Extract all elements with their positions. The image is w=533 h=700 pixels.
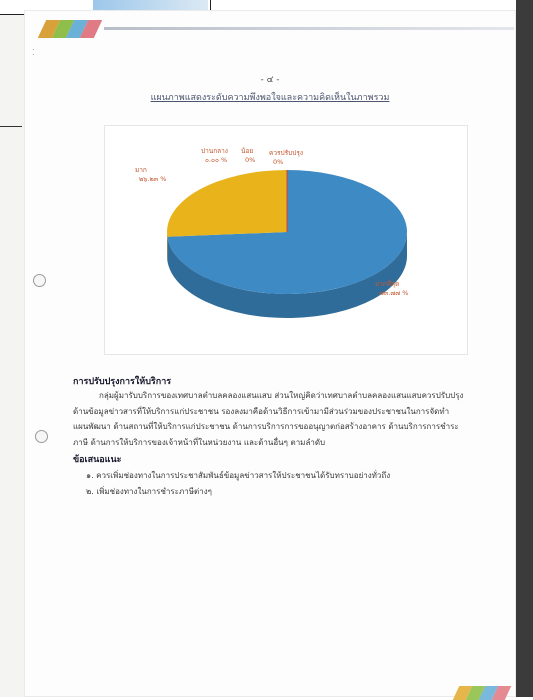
improvement-paragraph: กลุ่มผู้มารับบริการของเทศบาลตำบลคลองแสนแ… (73, 388, 513, 450)
improvement-line-4: ภาษี ด้านการให้บริการของเจ้าหน้าที่ในหน่… (73, 435, 513, 451)
improvement-line-1: กลุ่มผู้มารับบริการของเทศบาลตำบลคลองแสนแ… (73, 388, 513, 404)
pie-label-2: มาก (135, 166, 147, 174)
suggestion-item-2: ๒. เพิ่มช่องทางในการชำระภาษีต่างๆ (86, 485, 212, 498)
chart-title: แผนภาพแสดงระดับความพึงพอใจและความคิดเห็น… (24, 90, 516, 104)
improvement-line-3: แผนพัฒนา ด้านสถานที่ให้บริการแก่ประชาชน … (73, 419, 513, 435)
improvement-heading: การปรับปรุงการให้บริการ (73, 374, 171, 388)
pie-chart: มากที่สุด๗๓.๗๗ % มาก๒๖.๒๓ % ปานกลาง๐.๐๐ % น… (104, 125, 468, 355)
pie-value-label-4: 0% (245, 156, 255, 164)
improvement-line-2: ด้านข้อมูลข่าวสารที่ให้บริการแก่ประชาชน … (73, 404, 513, 420)
suggestion-item-1: ๑. ควรเพิ่มช่องทางในการประชาสัมพันธ์ข้อม… (86, 469, 390, 482)
scan-right-border (516, 0, 533, 697)
header-decoration (34, 20, 512, 38)
pie-value-label-5: 0% (273, 158, 283, 166)
suggestions-heading: ข้อเสนอแนะ (73, 452, 121, 466)
binder-hole-2 (35, 430, 48, 443)
pie-value-label-1: ๗๓.๗๗ % (379, 289, 408, 297)
page-number: - ๔ - (24, 72, 516, 86)
pie-value-label-3: ๐.๐๐ % (205, 156, 227, 164)
corner-mark: ⁚ (32, 48, 40, 56)
scan-left-margin (0, 0, 24, 697)
pie-label-3: ปานกลาง (201, 147, 228, 155)
pie-slice-2 (167, 170, 287, 237)
pie-label-1: มากที่สุด (375, 279, 399, 288)
document-page: ⁚ - ๔ - แผนภาพแสดงระดับความพึงพอใจและควา… (24, 10, 516, 697)
binder-hole-1 (33, 274, 46, 287)
pie-value-label-2: ๒๖.๒๓ % (139, 175, 166, 183)
overlapping-window-edge (0, 126, 22, 127)
pie-label-4: น้อย (241, 147, 253, 155)
footer-decoration (436, 686, 516, 700)
header-rule (104, 27, 514, 30)
pie-label-5: ควรปรับปรุง (269, 149, 303, 157)
